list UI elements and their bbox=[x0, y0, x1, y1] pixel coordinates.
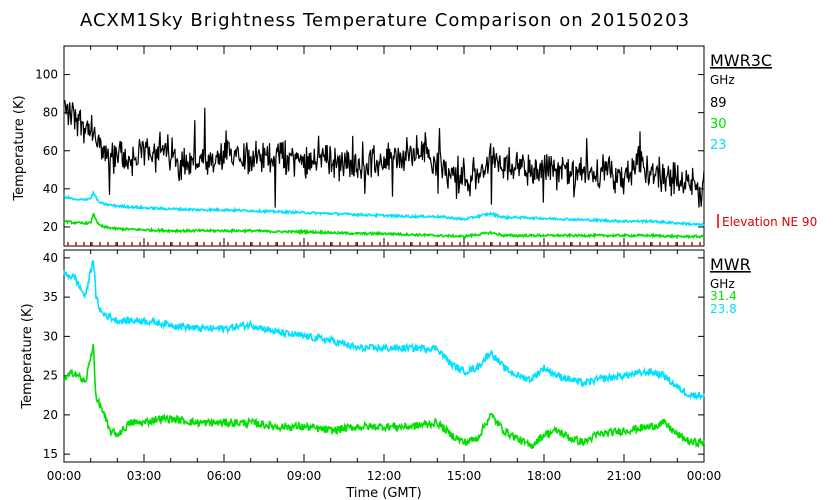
elevation-legend-label: Elevation NE 90 bbox=[722, 215, 817, 229]
top-legend-heading: MWR3C bbox=[710, 51, 772, 70]
bottom-y-tick-label: 15 bbox=[43, 447, 58, 461]
legend-entry-89: 89 bbox=[710, 96, 727, 111]
top-x-ticks bbox=[63, 46, 705, 246]
bottom-legend-unit: GHz bbox=[710, 277, 735, 291]
top-y-axis-label: Temperature (K) bbox=[12, 95, 27, 201]
x-tick-label: 06:00 bbox=[207, 469, 242, 483]
x-tick-label: 09:00 bbox=[287, 469, 322, 483]
legend-entry-23-8: 23.8 bbox=[710, 302, 737, 316]
top-y-ticks: 20 40 60 80 100 bbox=[35, 68, 704, 234]
x-tick-label: 21:00 bbox=[607, 469, 642, 483]
bottom-series bbox=[63, 259, 705, 449]
bottom-x-ticks: 00:00 03:00 06:00 09:00 12:00 15:00 18:00 21:00… bbox=[47, 250, 722, 483]
series-line-23-8 bbox=[63, 259, 705, 401]
top-series bbox=[63, 99, 705, 240]
x-tick-label: 03:00 bbox=[127, 469, 162, 483]
top-y-tick-label: 100 bbox=[35, 68, 58, 82]
x-axis-label: Time (GMT) bbox=[345, 486, 421, 500]
x-tick-label: 00:00 bbox=[47, 469, 82, 483]
bottom-y-tick-label: 25 bbox=[43, 369, 58, 383]
bottom-y-tick-label: 20 bbox=[43, 408, 58, 422]
series-line-30 bbox=[63, 212, 705, 240]
legend-entry-31-4: 31.4 bbox=[710, 289, 737, 303]
chart-title: ACXM1Sky Brightness Temperature Comparis… bbox=[80, 10, 690, 31]
bottom-y-ticks: 15 20 25 30 35 40 bbox=[43, 251, 704, 461]
x-tick-label: 00:00 bbox=[687, 469, 722, 483]
top-y-tick-label: 60 bbox=[43, 144, 58, 158]
series-line-31-4 bbox=[63, 344, 705, 449]
top-panel: Temperature (K) 20 40 60 80 100 MWR3C GHz 89… bbox=[12, 45, 817, 247]
legend-entry-30: 30 bbox=[710, 117, 727, 132]
bottom-plot-frame bbox=[63, 249, 705, 463]
bottom-y-tick-label: 40 bbox=[43, 251, 58, 265]
x-tick-label: 18:00 bbox=[527, 469, 562, 483]
x-tick-label: 12:00 bbox=[367, 469, 402, 483]
bottom-y-axis-label: Temperature (K) bbox=[20, 303, 35, 409]
series-line-23 bbox=[63, 189, 705, 227]
bottom-panel: Temperature (K) Time (GMT) 152025303540 … bbox=[20, 249, 751, 500]
series-line-89 bbox=[63, 99, 705, 208]
x-tick-label: 15:00 bbox=[447, 469, 482, 483]
top-y-tick-label: 20 bbox=[43, 220, 58, 234]
top-legend-unit: GHz bbox=[710, 73, 735, 87]
top-y-tick-label: 80 bbox=[43, 106, 58, 120]
bottom-y-tick-label: 30 bbox=[43, 329, 58, 343]
legend-entry-23: 23 bbox=[710, 138, 727, 153]
elevation-markers bbox=[67, 242, 701, 246]
bottom-legend-heading: MWR bbox=[710, 255, 751, 274]
top-y-tick-label: 40 bbox=[43, 182, 58, 196]
bottom-y-tick-label: 35 bbox=[43, 290, 58, 304]
